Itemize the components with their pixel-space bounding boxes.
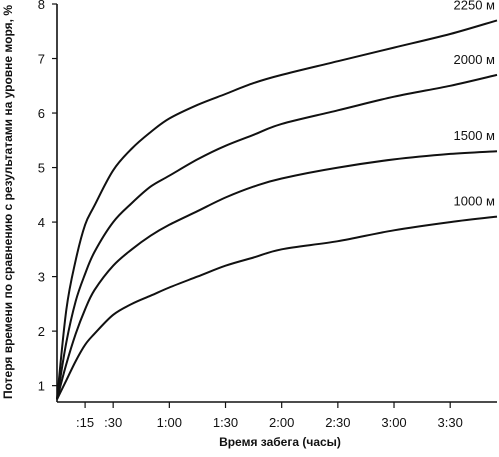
- x-tick-label-2:30: 2:30: [325, 415, 350, 430]
- series-labels: 2250 м 2000 м 1500 м 1000 м: [454, 0, 496, 209]
- y-tick-label-3: 3: [38, 270, 45, 285]
- y-tick-label-7: 7: [38, 52, 45, 67]
- x-tick-label-1:00: 1:00: [157, 415, 182, 430]
- y-tick-label-4: 4: [38, 215, 45, 230]
- x-tick-label-2:00: 2:00: [269, 415, 294, 430]
- y-axis-title: Потеря времени по сравнению с результата…: [1, 5, 15, 399]
- x-tick-label-:15: :15: [76, 415, 94, 430]
- y-tick-label-1: 1: [38, 379, 45, 394]
- series-label-1: 2250 м: [454, 0, 496, 12]
- series-label-4: 1000 м: [454, 194, 496, 209]
- x-axis-title: Время забега (часы): [219, 435, 341, 449]
- series-label-2: 2000 м: [454, 52, 496, 67]
- y-tick-label-6: 6: [38, 106, 45, 121]
- plot-area: [56, 4, 497, 403]
- y-tick-label-2: 2: [38, 324, 45, 339]
- x-tick-label-3:30: 3:30: [438, 415, 463, 430]
- series-lines: [56, 19, 498, 400]
- x-tick-label-3:00: 3:00: [381, 415, 406, 430]
- y-tick-label-5: 5: [38, 161, 45, 176]
- series-line-1: [56, 19, 498, 400]
- x-axis-ticks: :15 :30 1:00 1:30 2:00 2:30 3:00 3:30: [76, 402, 463, 430]
- x-tick-label-1:30: 1:30: [213, 415, 238, 430]
- series-line-2: [56, 73, 498, 400]
- series-line-4: [56, 215, 498, 400]
- series-label-3: 1500 м: [454, 128, 496, 143]
- series-line-3: [56, 150, 498, 400]
- x-tick-label-:30: :30: [104, 415, 122, 430]
- y-tick-label-8: 8: [38, 0, 45, 12]
- y-axis-ticks: 1 2 3 4 5 6 7 8: [38, 0, 57, 394]
